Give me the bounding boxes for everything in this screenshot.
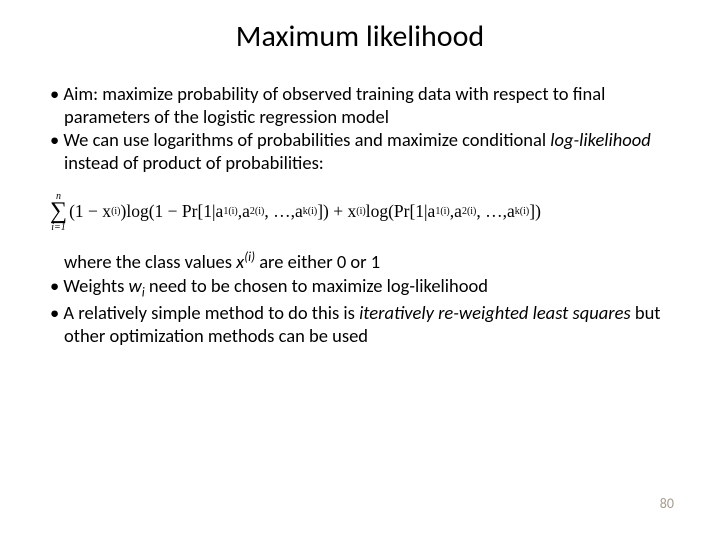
formula-block: n ∑ i=1 (1 − x(i))log(1 − Pr[1|a1(i), a2… bbox=[44, 192, 676, 232]
bullet-loglik: We can use logarithms of probabilities a… bbox=[44, 129, 676, 174]
b3-var: x bbox=[236, 250, 244, 273]
f-b2-sup: (i) bbox=[467, 206, 476, 218]
f-a1-sup: (i) bbox=[228, 206, 237, 218]
f-p4: log(Pr[1|a bbox=[366, 201, 436, 222]
slide: Maximum likelihood Aim: maximize probabi… bbox=[0, 0, 720, 540]
b3-pre: where the class values bbox=[64, 250, 236, 273]
f-xi-sup1: (i) bbox=[111, 206, 120, 218]
b3-post: are either 0 or 1 bbox=[255, 250, 380, 273]
b2-post: instead of product of probabilities: bbox=[64, 151, 324, 174]
b4-var: w bbox=[129, 274, 142, 297]
b4-post: need to be chosen to maximize log-likeli… bbox=[145, 274, 488, 297]
bullet-where: where the class values x(i) are either 0… bbox=[44, 250, 676, 274]
b2-pre: We can use logarithms of probabilities a… bbox=[63, 128, 550, 151]
content-block: Aim: maximize probability of observed tr… bbox=[44, 83, 676, 347]
f-bk-sup: (i) bbox=[520, 206, 529, 218]
b5-pre: A relatively simple method to do this is bbox=[63, 301, 359, 324]
f-a2: a bbox=[242, 201, 250, 222]
bullet-weights: Weights wi need to be chosen to maximize… bbox=[44, 275, 676, 301]
f-bk: a bbox=[507, 201, 515, 222]
f-p3: ]) + x bbox=[317, 201, 356, 222]
f-ak-sup: (i) bbox=[308, 206, 317, 218]
f-xi-sup2: (i) bbox=[356, 206, 365, 218]
page-number: 80 bbox=[660, 495, 674, 512]
f-b1-sup: (i) bbox=[440, 206, 449, 218]
f-dots2: , …, bbox=[476, 201, 507, 222]
f-b2: a bbox=[454, 201, 462, 222]
page-title: Maximum likelihood bbox=[44, 18, 676, 55]
f-p2: )log(1 − Pr[1|a bbox=[121, 201, 224, 222]
b5-em: iteratively re-weighted least squares bbox=[359, 301, 631, 324]
bullet-method: A relatively simple method to do this is… bbox=[44, 302, 676, 347]
f-p1: (1 − x bbox=[69, 201, 111, 222]
b4-pre: Weights bbox=[63, 274, 128, 297]
sum-lower: i=1 bbox=[51, 223, 66, 232]
b3-sup: (i) bbox=[244, 250, 255, 265]
f-ak: a bbox=[295, 201, 303, 222]
log-likelihood-formula: n ∑ i=1 (1 − x(i))log(1 − Pr[1|a1(i), a2… bbox=[50, 192, 676, 232]
f-a2-sup: (i) bbox=[255, 206, 264, 218]
sigma-icon: ∑ bbox=[50, 201, 67, 223]
b2-em: log-likelihood bbox=[550, 128, 651, 151]
f-dots1: , …, bbox=[264, 201, 295, 222]
f-p5: ]) bbox=[529, 201, 541, 222]
sum-symbol: n ∑ i=1 bbox=[50, 192, 67, 232]
bullet-aim: Aim: maximize probability of observed tr… bbox=[44, 83, 676, 128]
